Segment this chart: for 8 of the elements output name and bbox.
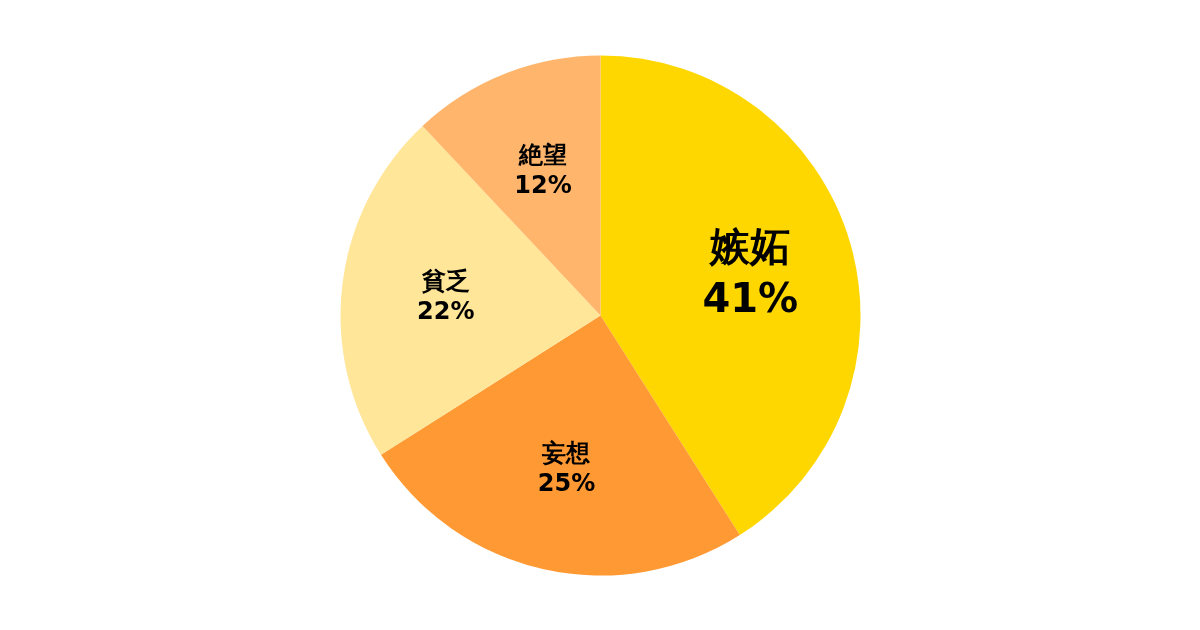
slice-label: 嫉妬 — [709, 222, 791, 269]
data-label: 12% — [514, 171, 572, 200]
data-label: 22% — [417, 296, 475, 325]
slice-label: 貧乏 — [420, 266, 470, 295]
slice-label: 絶望 — [518, 141, 568, 170]
data-label: 25% — [537, 468, 596, 497]
slice-label: 妄想 — [541, 438, 591, 467]
data-label: 41% — [702, 274, 799, 321]
